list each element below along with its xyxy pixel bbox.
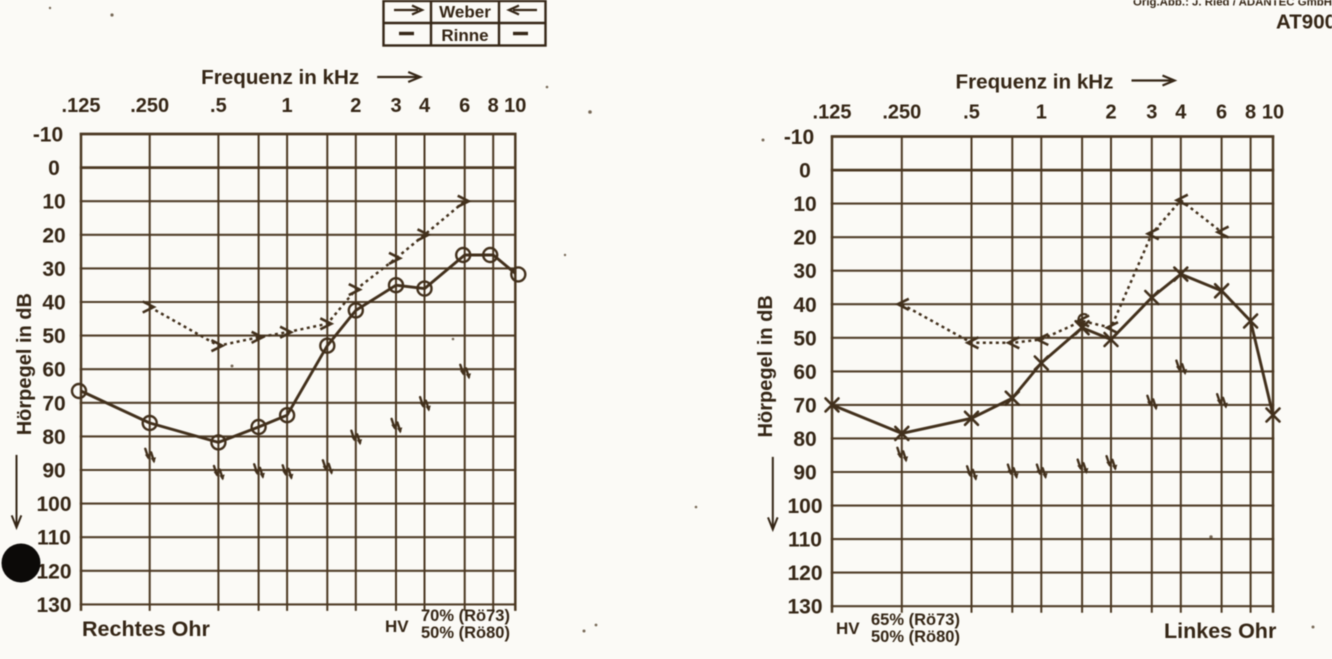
- svg-text:AT900: AT900: [1276, 11, 1332, 34]
- svg-text:10: 10: [504, 95, 526, 117]
- svg-text:8: 8: [1245, 102, 1256, 124]
- svg-text:130: 130: [787, 596, 822, 619]
- svg-text:Rinne: Rinne: [441, 26, 488, 45]
- svg-text:6: 6: [459, 95, 470, 117]
- svg-text:30: 30: [42, 258, 65, 281]
- svg-text:70: 70: [42, 392, 65, 415]
- svg-text:10: 10: [1262, 102, 1284, 124]
- svg-text:120: 120: [36, 560, 71, 583]
- svg-text:10: 10: [42, 191, 65, 214]
- svg-text:2: 2: [350, 95, 361, 117]
- svg-text:90: 90: [42, 460, 65, 483]
- svg-text:0: 0: [48, 157, 60, 180]
- svg-text:3: 3: [1146, 102, 1157, 124]
- svg-text:.5: .5: [210, 95, 227, 117]
- svg-text:3: 3: [390, 95, 401, 117]
- svg-text:Frequenz in kHz: Frequenz in kHz: [956, 72, 1114, 94]
- svg-text:10: 10: [793, 193, 816, 216]
- svg-text:65% (Rö73): 65% (Rö73): [871, 611, 960, 629]
- svg-text:90: 90: [793, 462, 816, 485]
- svg-text:80: 80: [793, 428, 816, 451]
- svg-text:Hörpegel in dB: Hörpegel in dB: [755, 295, 777, 437]
- svg-text:.5: .5: [963, 102, 980, 124]
- svg-text:HV: HV: [836, 619, 860, 638]
- svg-text:Frequenz in kHz: Frequenz in kHz: [201, 67, 359, 89]
- svg-text:Linkes Ohr: Linkes Ohr: [1164, 619, 1277, 643]
- svg-text:.125: .125: [813, 102, 852, 124]
- svg-text:Orig.Abb.: J. Ried / ADANTEC G: Orig.Abb.: J. Ried / ADANTEC GmbH: [1133, 0, 1332, 9]
- svg-text:60: 60: [42, 359, 65, 382]
- svg-text:6: 6: [1216, 102, 1227, 124]
- svg-text:120: 120: [787, 562, 822, 585]
- svg-text:4: 4: [419, 95, 431, 117]
- svg-text:50: 50: [42, 325, 65, 348]
- svg-text:40: 40: [793, 294, 816, 317]
- svg-text:-10: -10: [33, 124, 63, 147]
- svg-text:.250: .250: [882, 102, 921, 124]
- svg-text:130: 130: [36, 594, 71, 617]
- svg-text:30: 30: [793, 260, 816, 283]
- svg-text:100: 100: [36, 493, 71, 516]
- svg-text:.125: .125: [62, 95, 101, 117]
- svg-text:70% (Rö73): 70% (Rö73): [421, 607, 510, 625]
- svg-text:4: 4: [1175, 102, 1187, 124]
- svg-text:50% (Rö80): 50% (Rö80): [421, 624, 510, 642]
- svg-text:-10: -10: [784, 126, 814, 149]
- svg-text:110: 110: [37, 527, 71, 550]
- svg-text:2: 2: [1105, 102, 1116, 124]
- svg-text:0: 0: [799, 160, 811, 183]
- svg-text:Weber: Weber: [439, 3, 491, 22]
- svg-text:50% (Rö80): 50% (Rö80): [871, 628, 960, 646]
- svg-text:100: 100: [787, 495, 822, 518]
- svg-text:50: 50: [793, 327, 816, 350]
- svg-text:Hörpegel in dB: Hörpegel in dB: [14, 293, 36, 435]
- svg-text:1: 1: [1036, 102, 1047, 124]
- svg-text:110: 110: [788, 529, 822, 552]
- svg-text:40: 40: [42, 292, 65, 315]
- svg-text:8: 8: [488, 95, 499, 117]
- svg-text:20: 20: [42, 224, 65, 247]
- svg-text:80: 80: [42, 426, 65, 449]
- svg-text:1: 1: [282, 95, 293, 117]
- svg-text:.250: .250: [130, 95, 169, 117]
- svg-text:Rechtes Ohr: Rechtes Ohr: [82, 617, 210, 641]
- svg-text:70: 70: [793, 394, 816, 417]
- svg-text:60: 60: [793, 361, 816, 384]
- svg-text:20: 20: [793, 227, 816, 250]
- svg-text:HV: HV: [385, 617, 409, 636]
